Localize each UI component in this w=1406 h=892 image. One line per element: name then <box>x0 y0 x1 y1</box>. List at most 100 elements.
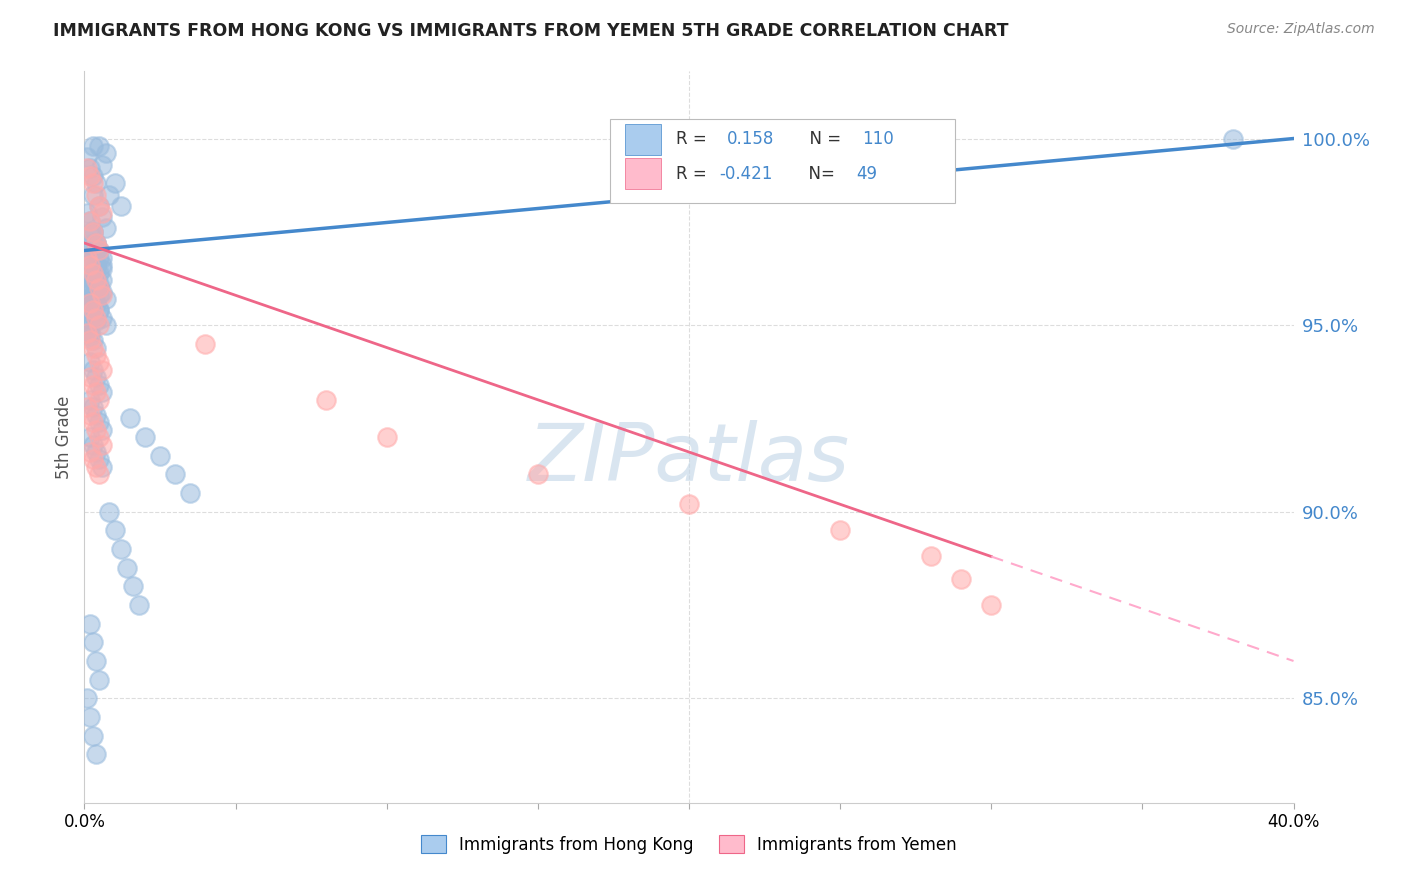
Point <box>86 310 108 325</box>
Point <box>82 251 104 265</box>
Point <box>82 177 104 191</box>
Point <box>79 430 101 444</box>
Point <box>128 598 150 612</box>
Point <box>89 266 111 280</box>
Point <box>179 486 201 500</box>
Bar <box>624 159 661 189</box>
Point <box>79 303 101 318</box>
Point <box>89 355 111 369</box>
Point <box>76 161 98 176</box>
Point <box>89 199 111 213</box>
Text: Source: ZipAtlas.com: Source: ZipAtlas.com <box>1227 22 1375 37</box>
Point <box>94 318 117 332</box>
Text: 0.158: 0.158 <box>727 130 773 148</box>
Text: R =: R = <box>676 165 711 183</box>
Point <box>82 225 104 239</box>
Point <box>980 598 1002 612</box>
Point <box>79 259 101 273</box>
Point <box>82 225 104 239</box>
Y-axis label: 5th Grade: 5th Grade <box>55 395 73 479</box>
Point <box>104 524 127 538</box>
Bar <box>624 124 661 154</box>
Point <box>89 467 111 482</box>
Point <box>79 300 101 314</box>
Point <box>79 392 101 407</box>
Point <box>86 295 108 310</box>
Point <box>86 269 108 284</box>
Point <box>375 430 398 444</box>
Point <box>82 333 104 347</box>
Point <box>86 459 108 474</box>
Point <box>79 333 101 347</box>
Point <box>82 303 104 318</box>
Point <box>76 206 98 220</box>
Point <box>86 281 108 295</box>
Text: 110: 110 <box>862 130 894 148</box>
Point <box>76 150 98 164</box>
Point <box>86 273 108 287</box>
Point <box>89 139 111 153</box>
Point <box>82 187 104 202</box>
Point <box>97 505 120 519</box>
Point <box>79 281 101 295</box>
Point <box>79 710 101 724</box>
Point <box>79 213 101 227</box>
Text: IMMIGRANTS FROM HONG KONG VS IMMIGRANTS FROM YEMEN 5TH GRADE CORRELATION CHART: IMMIGRANTS FROM HONG KONG VS IMMIGRANTS … <box>53 22 1010 40</box>
Point <box>82 401 104 415</box>
Point <box>76 310 98 325</box>
Point <box>76 401 98 415</box>
Point <box>79 266 101 280</box>
Point <box>91 273 114 287</box>
Point <box>82 635 104 649</box>
Point <box>89 244 111 258</box>
Point <box>91 285 114 299</box>
Point <box>89 377 111 392</box>
Point <box>91 363 114 377</box>
Point <box>89 244 111 258</box>
Point <box>86 273 108 287</box>
Point <box>82 377 104 392</box>
Point <box>79 295 101 310</box>
Point <box>91 423 114 437</box>
Point <box>86 235 108 250</box>
Text: N=: N= <box>797 165 839 183</box>
Point <box>115 560 138 574</box>
Point <box>89 288 111 302</box>
Point <box>79 161 101 176</box>
Point <box>82 437 104 451</box>
Point <box>149 449 172 463</box>
Point <box>86 235 108 250</box>
Point <box>86 348 108 362</box>
Point <box>89 251 111 265</box>
Point <box>79 259 101 273</box>
Point <box>830 524 852 538</box>
Point <box>82 307 104 321</box>
Point <box>82 266 104 280</box>
Point <box>79 326 101 340</box>
Point <box>79 244 101 258</box>
Legend: Immigrants from Hong Kong, Immigrants from Yemen: Immigrants from Hong Kong, Immigrants fr… <box>415 829 963 860</box>
Point <box>1222 131 1244 145</box>
Point <box>79 281 101 295</box>
Point <box>79 616 101 631</box>
Point <box>82 266 104 280</box>
Point <box>86 314 108 328</box>
Point <box>950 572 973 586</box>
Point <box>82 139 104 153</box>
Point <box>94 146 117 161</box>
Text: R =: R = <box>676 130 717 148</box>
Point <box>79 408 101 422</box>
Point <box>118 411 141 425</box>
Point <box>76 288 98 302</box>
Point <box>91 206 114 220</box>
Point <box>89 281 111 295</box>
Point <box>86 244 108 258</box>
Point <box>82 251 104 265</box>
Point <box>86 747 108 762</box>
Text: -0.421: -0.421 <box>720 165 772 183</box>
Point <box>89 277 111 291</box>
Point <box>91 262 114 277</box>
Point <box>82 288 104 302</box>
Point <box>89 430 111 444</box>
Point <box>82 169 104 183</box>
